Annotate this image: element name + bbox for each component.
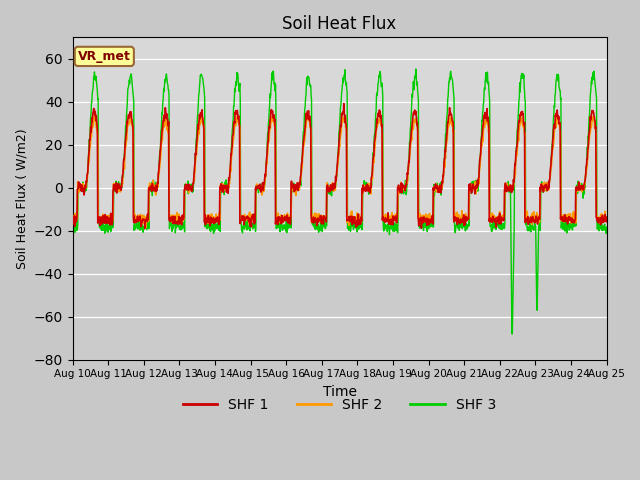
SHF 1 [188, 188, 195, 194]
SHF 3 [493, 221, 500, 227]
SHF 3 [247, 220, 255, 226]
Line: SHF 1: SHF 1 [72, 104, 607, 228]
SHF 3 [423, 223, 431, 229]
SHF 2 [68, 219, 76, 225]
Bar [72, 231, 607, 360]
SHF 1 [493, 216, 500, 222]
SHF 2 [493, 215, 500, 220]
Line: SHF 2: SHF 2 [72, 113, 607, 228]
SHF 1 [423, 222, 431, 228]
SHF 3 [188, 181, 195, 187]
SHF 3 [68, 220, 76, 226]
SHF 2 [188, 188, 195, 194]
SHF 1 [340, 101, 348, 107]
SHF 1 [68, 220, 76, 226]
Title: Soil Heat Flux: Soil Heat Flux [282, 15, 397, 33]
SHF 1 [248, 224, 255, 229]
Y-axis label: Soil Heat Flux ( W/m2): Soil Heat Flux ( W/m2) [15, 128, 28, 269]
SHF 3 [508, 331, 516, 337]
SHF 1 [540, 186, 548, 192]
SHF 2 [142, 225, 150, 230]
SHF 3 [603, 224, 611, 230]
SHF 3 [175, 223, 182, 228]
SHF 1 [603, 219, 611, 225]
SHF 2 [303, 110, 311, 116]
SHF 2 [603, 218, 611, 224]
Line: SHF 3: SHF 3 [72, 69, 607, 334]
SHF 3 [540, 186, 548, 192]
SHF 3 [412, 66, 420, 72]
SHF 2 [248, 216, 255, 221]
SHF 2 [175, 211, 182, 217]
SHF 2 [540, 186, 548, 192]
SHF 1 [141, 226, 148, 231]
SHF 1 [175, 221, 182, 227]
Text: VR_met: VR_met [78, 50, 131, 63]
SHF 2 [423, 218, 431, 224]
X-axis label: Time: Time [323, 385, 356, 399]
Legend: SHF 1, SHF 2, SHF 3: SHF 1, SHF 2, SHF 3 [177, 392, 502, 417]
